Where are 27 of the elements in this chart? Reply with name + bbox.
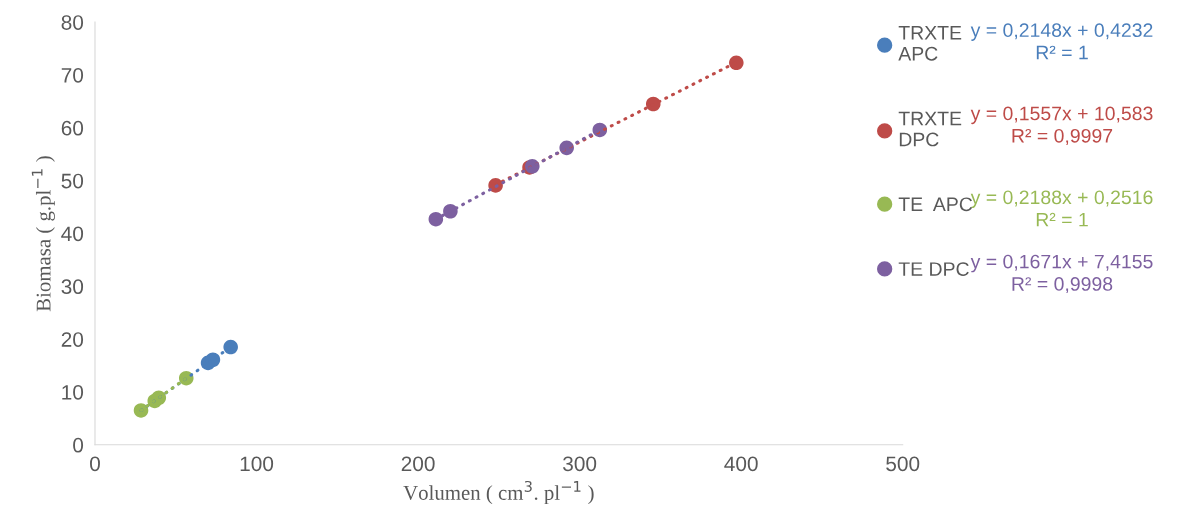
y-tick-label: 30 bbox=[61, 279, 84, 295]
x-axis-title: Volumen ( cm$^{3}$. pl$^{−1}$ ) bbox=[403, 480, 594, 505]
legend-label: TRXTE DPC bbox=[898, 111, 962, 147]
x-tick-label: 400 bbox=[724, 456, 758, 472]
x-tick-label: 300 bbox=[563, 456, 597, 472]
x-tick-label: 100 bbox=[240, 456, 274, 472]
y-tick-label: 20 bbox=[61, 332, 84, 347]
point bbox=[729, 55, 744, 71]
x-tick-label: 500 bbox=[886, 456, 920, 472]
point bbox=[133, 403, 149, 418]
x-tick-label: 0 bbox=[90, 456, 100, 472]
y-tick-label: 0 bbox=[73, 437, 84, 453]
point bbox=[223, 339, 238, 355]
y-tick-label: 10 bbox=[62, 384, 84, 400]
x-tick-label: 200 bbox=[401, 456, 435, 472]
legend-label: TRXTE APC bbox=[898, 26, 962, 61]
y-tick-label: 40 bbox=[61, 226, 84, 242]
text: y = 0,1557x + 10,583 R² = 0,9997 bbox=[970, 106, 1153, 145]
y-tick-label: 50 bbox=[61, 173, 84, 189]
y-tick-label: 70 bbox=[61, 67, 84, 83]
text: y = 0,2148x + 0,4232 R² = 1 bbox=[970, 23, 1153, 60]
legend-label: TE APC bbox=[898, 197, 973, 212]
y-axis-title: Biomasa ( g.pl$^{−1}$ ) bbox=[31, 156, 55, 312]
y-tick-label: 60 bbox=[61, 120, 84, 136]
text: y = 0,1671x + 7,4155 R² = 0,9998 bbox=[970, 254, 1153, 294]
y-tick-label: 80 bbox=[61, 15, 84, 30]
legend-label: TE DPC bbox=[898, 262, 969, 276]
